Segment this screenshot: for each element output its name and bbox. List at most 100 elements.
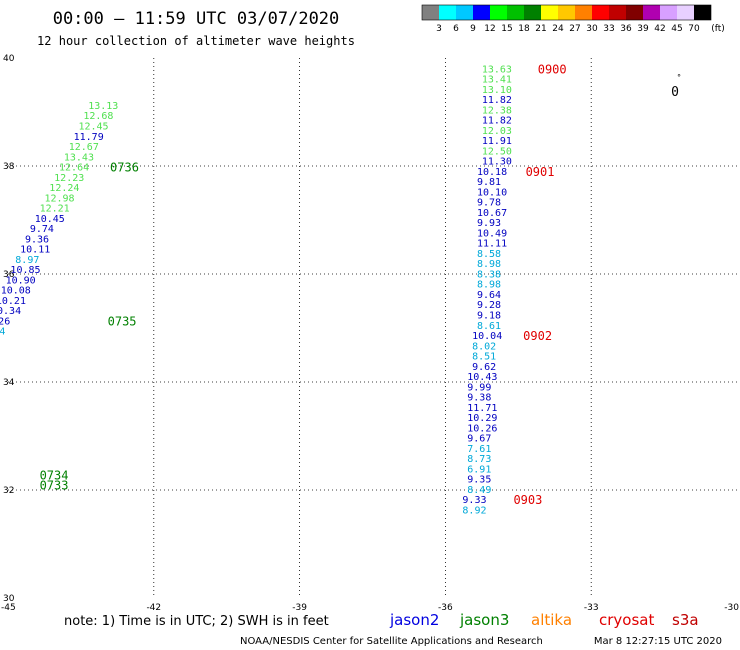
wave-height-value: 12.38	[482, 105, 512, 116]
colorbar-swatch	[507, 5, 524, 20]
colorbar-tick: 6	[453, 24, 459, 34]
wave-height-value: 8.73	[467, 454, 491, 465]
colorbar-tick: 12	[484, 24, 495, 34]
colorbar-swatch	[643, 5, 660, 20]
colorbar-tick: 15	[501, 24, 512, 34]
y-tick-label: 36	[3, 270, 15, 280]
colorbar-tick: 27	[569, 24, 580, 34]
y-tick-label: 38	[3, 162, 15, 172]
pass-time-label: 0903	[513, 493, 542, 507]
colorbar-frame	[421, 4, 712, 21]
wave-height-value: 10.08	[1, 286, 31, 297]
wave-height-value: 13.43	[64, 152, 94, 163]
pass-time-label: 0736	[110, 161, 139, 175]
footer-credit: NOAA/NESDIS Center for Satellite Applica…	[240, 636, 543, 647]
colorbar-tick: 36	[620, 24, 632, 34]
wave-height-value: 10.11	[20, 245, 50, 256]
chart-title: 00:00 – 11:59 UTC 03/07/2020	[53, 9, 340, 29]
y-tick-label: 32	[3, 486, 14, 496]
wave-height-value: 9.64	[477, 290, 501, 301]
wave-height-value: 10.49	[477, 228, 507, 239]
wave-height-value: 12.24	[49, 183, 79, 194]
wave-height-value: 8.38	[477, 269, 501, 280]
x-tick-label: -39	[292, 603, 307, 613]
colorbar-swatch	[575, 5, 592, 20]
wave-height-value: 9.26	[0, 316, 10, 327]
pass-time-label: 0901	[526, 165, 555, 179]
wave-height-value: 8.97	[15, 255, 39, 266]
wave-height-labels: 13.1312.6812.4511.7912.6713.4312.6412.23…	[0, 64, 512, 516]
wave-height-value: 8.58	[477, 249, 501, 260]
wave-height-value: 9.93	[477, 218, 501, 229]
colorbar-tick: 24	[552, 24, 564, 34]
colorbar-swatch	[677, 5, 694, 20]
wave-height-value: 11.11	[477, 239, 507, 250]
x-tick-label: -33	[584, 603, 599, 613]
wave-height-value: 10.85	[10, 265, 40, 276]
wave-height-value: 12.50	[482, 146, 512, 157]
wave-height-value: 8.49	[467, 485, 491, 496]
wave-height-value: 8.51	[472, 352, 496, 363]
wave-height-value: 8.02	[472, 341, 496, 352]
x-tick-label: -45	[1, 603, 16, 613]
wave-height-value: 12.45	[78, 122, 108, 133]
chart-subtitle: 12 hour collection of altimeter wave hei…	[37, 34, 355, 48]
colorbar-swatch	[626, 5, 643, 20]
wave-height-value: 9.36	[25, 234, 49, 245]
wave-height-value: 11.82	[482, 116, 512, 127]
wave-height-value: 10.34	[0, 306, 21, 317]
wave-height-value: 9.81	[477, 177, 501, 188]
wave-height-value: 8.84	[0, 327, 5, 338]
island-marker-small: °	[677, 73, 682, 82]
x-tick-label: -42	[146, 603, 161, 613]
colorbar-tick: 45	[671, 24, 682, 34]
footer-note: note: 1) Time is in UTC; 2) SWH is in fe…	[64, 614, 329, 629]
y-tick-label: 34	[3, 378, 15, 388]
wave-height-value: 10.43	[467, 372, 497, 383]
wave-height-value: 8.98	[477, 259, 501, 270]
colorbar-tick: 42	[654, 24, 665, 34]
wave-height-value: 11.30	[482, 157, 512, 168]
wave-height-value: 9.78	[477, 198, 501, 209]
colorbar-swatch	[422, 5, 439, 20]
wave-height-value: 7.61	[467, 444, 491, 455]
wave-height-value: 9.27	[0, 337, 1, 348]
colorbar-swatch	[439, 5, 456, 20]
colorbar-tick: 30	[586, 24, 598, 34]
colorbar-swatch	[694, 5, 711, 20]
wave-height-value: 10.10	[477, 187, 507, 198]
wave-height-value: 9.33	[462, 495, 486, 506]
colorbar-swatch	[524, 5, 541, 20]
footer-timestamp: Mar 8 12:27:15 UTC 2020	[594, 636, 722, 647]
colorbar-tick: 70	[688, 24, 700, 34]
wave-height-value: 13.10	[482, 85, 512, 96]
wave-height-value: 12.03	[482, 126, 512, 137]
wave-height-value: 12.98	[44, 193, 74, 204]
x-tick-label: -30	[724, 603, 739, 613]
wave-height-value: 8.92	[462, 505, 486, 516]
wave-height-value: 12.64	[59, 163, 89, 174]
colorbar-tick: 9	[470, 24, 476, 34]
wave-height-value: 9.18	[477, 311, 501, 322]
colorbar-tick: 33	[603, 24, 614, 34]
colorbar-swatch	[456, 5, 473, 20]
legend-jason3: jason3	[459, 611, 509, 629]
wave-height-value: 12.21	[40, 204, 70, 215]
wave-height-value: 6.91	[467, 464, 491, 475]
colorbar-swatch	[592, 5, 609, 20]
colorbar-tick: 39	[637, 24, 649, 34]
wave-height-value: 9.99	[467, 382, 491, 393]
wave-height-value: 9.38	[467, 393, 491, 404]
wave-height-value: 9.28	[477, 300, 501, 311]
wave-height-value: 9.35	[467, 475, 491, 486]
wave-height-value: 8.98	[477, 280, 501, 291]
axis-ticks: -45 -42 -39 -36 -33 -30 30 32 34 36 38 40	[1, 54, 739, 613]
wave-height-value: 10.67	[477, 208, 507, 219]
wave-height-value: 10.45	[35, 214, 65, 225]
legend-s3a: s3a	[672, 611, 699, 629]
wave-height-value: 12.68	[83, 111, 113, 122]
wave-height-value: 11.82	[482, 95, 512, 106]
satellite-legend: jason2 jason3 altika cryosat s3a	[389, 611, 699, 629]
